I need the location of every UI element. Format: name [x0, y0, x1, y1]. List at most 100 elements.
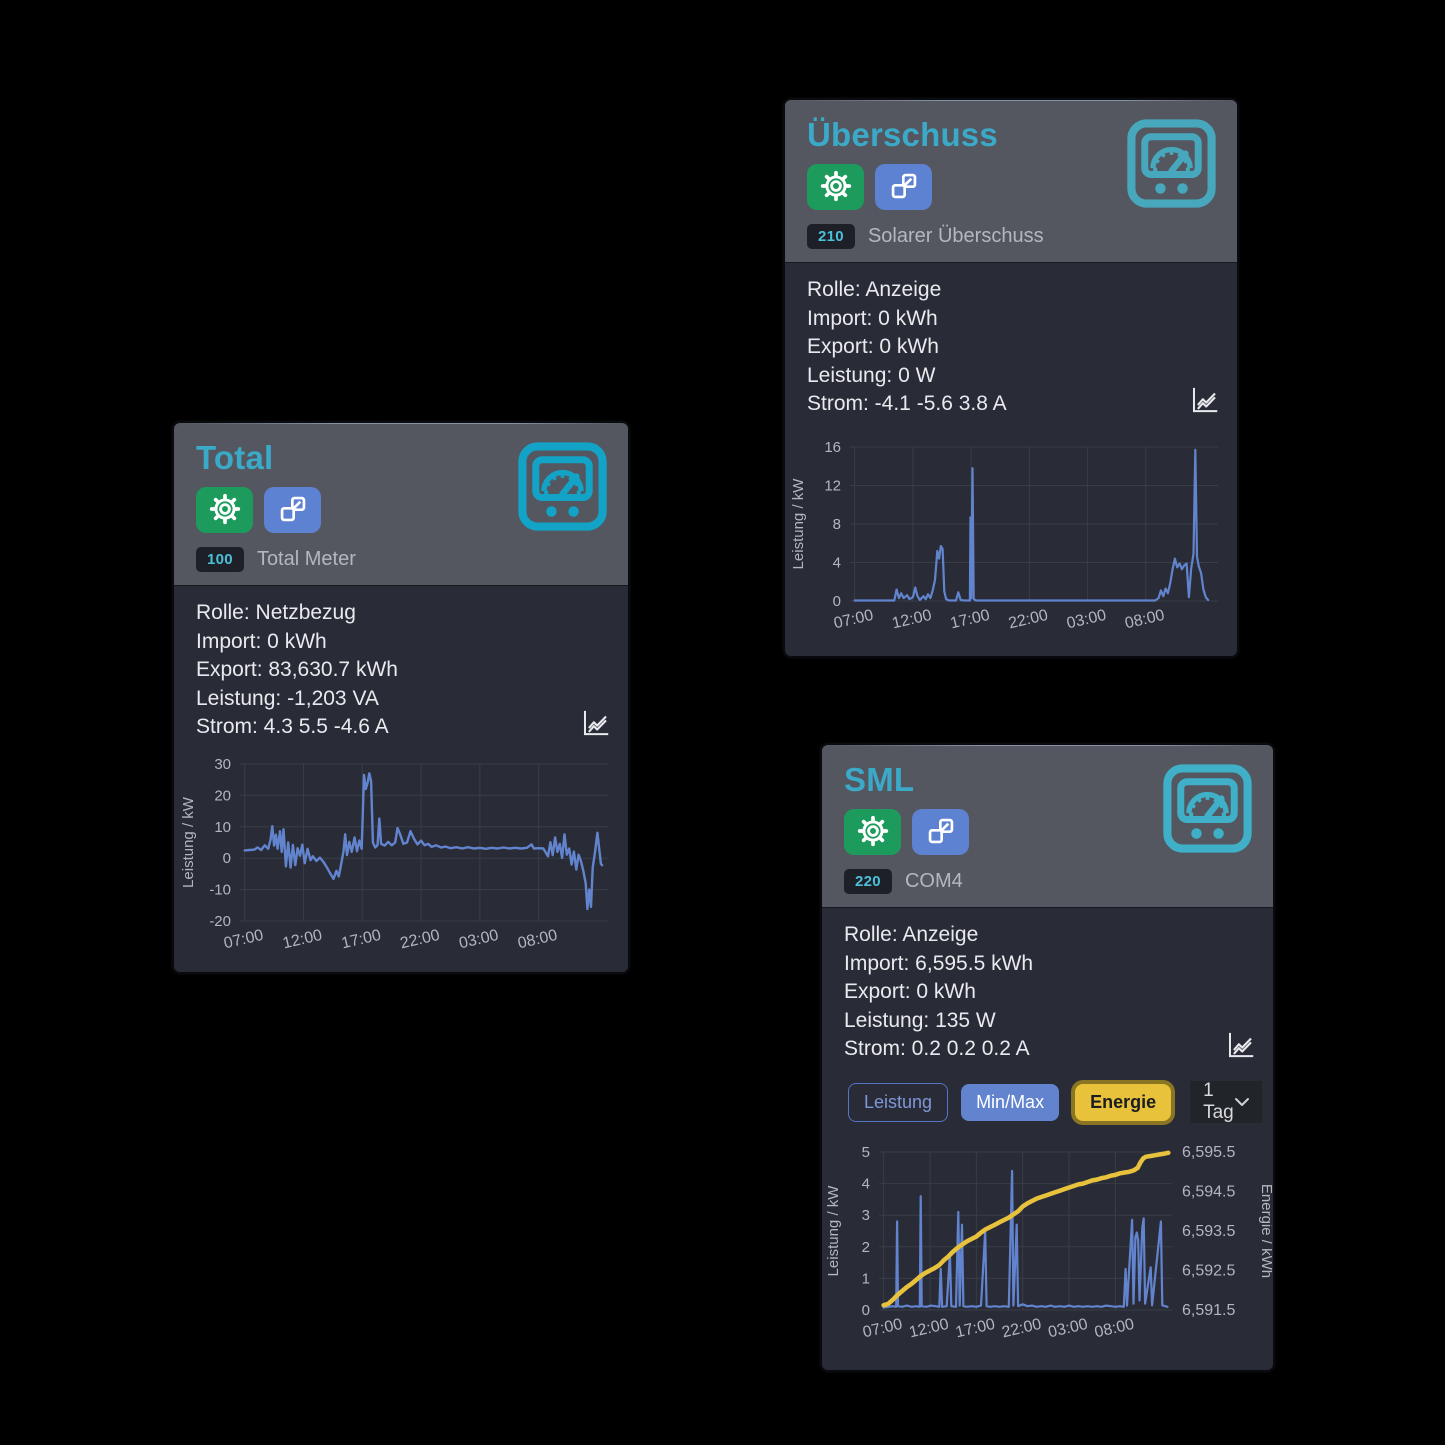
- stats-list: Rolle: Anzeige Import: 6,595.5 kWh Expor…: [822, 908, 1273, 1072]
- header-buttons: [196, 487, 606, 534]
- power-chart: -20 -10 0 10 20 30 07:00 12:00 17:00 22:00 03:00 08…: [180, 756, 608, 952]
- svg-text:07:00: 07:00: [222, 926, 265, 952]
- svg-text:30: 30: [214, 756, 231, 773]
- svg-text:12:00: 12:00: [281, 926, 324, 952]
- stat-export: Export: 0 kWh: [807, 335, 939, 358]
- chart-area: 0 1 2 3 4 5 6,591.5 6,592.5 6,593.5 6,594.5 6,595.…: [822, 1132, 1273, 1370]
- svg-text:20: 20: [214, 787, 231, 804]
- expand-button[interactable]: [875, 164, 932, 211]
- svg-text:-20: -20: [209, 913, 231, 930]
- card-title: SML: [844, 761, 915, 798]
- energie-button[interactable]: Energie: [1075, 1083, 1172, 1121]
- svg-text:16: 16: [824, 439, 841, 456]
- svg-text:22:00: 22:00: [1000, 1316, 1043, 1342]
- chart-area: -20 -10 0 10 20 30 07:00 12:00 17:00 22:00 03:00 08…: [174, 750, 628, 972]
- svg-text:07:00: 07:00: [832, 606, 875, 632]
- settings-button[interactable]: [844, 809, 901, 856]
- stat-rolle: Rolle: Anzeige: [844, 923, 979, 946]
- stat-rolle: Rolle: Netzbezug: [196, 601, 356, 624]
- svg-text:12: 12: [824, 477, 841, 494]
- power-chart: 0 4 8 12 16 07:00 12:00 17:00 22:00 03:00 08:00 Lei…: [790, 439, 1218, 632]
- meter-icon: [516, 440, 609, 533]
- device-id-badge: 100: [196, 547, 244, 573]
- settings-button[interactable]: [807, 164, 864, 211]
- svg-text:0: 0: [862, 1302, 870, 1319]
- card-sml: SML: [820, 743, 1275, 1372]
- svg-text:6,591.5: 6,591.5: [1182, 1302, 1235, 1319]
- svg-text:4: 4: [862, 1176, 870, 1193]
- svg-text:Leistung / kW: Leistung / kW: [790, 477, 807, 569]
- svg-text:08:00: 08:00: [1123, 606, 1166, 632]
- header-buttons: [807, 164, 1215, 211]
- minmax-button[interactable]: Min/Max: [961, 1083, 1060, 1121]
- expand-button[interactable]: [264, 487, 321, 534]
- history-chart-icon[interactable]: [1225, 1029, 1256, 1060]
- svg-text:17:00: 17:00: [949, 606, 992, 632]
- range-select-value: 1 Tag: [1203, 1080, 1234, 1123]
- card-header: Total: [174, 423, 628, 586]
- device-meta: 100 Total Meter: [196, 547, 606, 573]
- expand-icon: [277, 493, 309, 528]
- svg-text:6,594.5: 6,594.5: [1182, 1184, 1235, 1201]
- svg-text:6,592.5: 6,592.5: [1182, 1263, 1235, 1280]
- device-label: COM4: [904, 870, 963, 893]
- card-ueberschuss: Überschuss: [783, 98, 1239, 658]
- svg-text:0: 0: [223, 850, 231, 867]
- meter-icon: [1125, 117, 1218, 210]
- svg-text:4: 4: [833, 554, 841, 571]
- range-select[interactable]: 1 Tag: [1190, 1080, 1262, 1123]
- device-meta: 220 COM4: [844, 869, 1251, 895]
- svg-text:03:00: 03:00: [1065, 606, 1108, 632]
- stat-strom: Strom: -4.1 -5.6 3.8 A: [807, 392, 1007, 415]
- stat-leistung: Leistung: 135 W: [844, 1008, 996, 1032]
- leistung-button[interactable]: Leistung: [848, 1082, 949, 1122]
- stats-list: Rolle: Netzbezug Import: 0 kWh Export: 8…: [174, 586, 628, 750]
- svg-text:07:00: 07:00: [861, 1316, 904, 1342]
- svg-text:3: 3: [862, 1207, 870, 1224]
- svg-text:10: 10: [214, 818, 231, 835]
- svg-text:8: 8: [833, 516, 841, 533]
- svg-text:17:00: 17:00: [340, 926, 383, 952]
- svg-text:Leistung / kW: Leistung / kW: [180, 796, 197, 888]
- stat-import: Import: 0 kWh: [196, 629, 327, 653]
- stat-strom: Strom: 4.3 5.5 -4.6 A: [196, 715, 389, 738]
- svg-text:03:00: 03:00: [1047, 1316, 1090, 1342]
- card-header: Überschuss: [785, 100, 1237, 263]
- card-total: Total: [172, 421, 630, 974]
- svg-text:03:00: 03:00: [457, 926, 500, 952]
- card-header: SML: [822, 745, 1273, 908]
- stat-export: Export: 83,630.7 kWh: [196, 658, 398, 681]
- stat-strom: Strom: 0.2 0.2 0.2 A: [844, 1037, 1030, 1060]
- svg-text:6,595.5: 6,595.5: [1182, 1144, 1235, 1161]
- expand-icon: [925, 815, 957, 850]
- history-chart-icon[interactable]: [580, 707, 611, 738]
- settings-button[interactable]: [196, 487, 253, 534]
- svg-text:6,593.5: 6,593.5: [1182, 1223, 1235, 1240]
- svg-text:Energie / kWh: Energie / kWh: [1258, 1184, 1272, 1278]
- expand-button[interactable]: [912, 809, 969, 856]
- chart-mode-controls: Leistung Min/Max Energie 1 Tag: [822, 1072, 1273, 1132]
- svg-text:12:00: 12:00: [890, 606, 933, 632]
- stat-import: Import: 0 kWh: [807, 306, 938, 330]
- history-chart-icon[interactable]: [1189, 384, 1220, 415]
- power-energy-chart: 0 1 2 3 4 5 6,591.5 6,592.5 6,593.5 6,594.5 6,595.…: [825, 1144, 1272, 1342]
- gear-icon: [819, 169, 853, 206]
- chart-area: 0 4 8 12 16 07:00 12:00 17:00 22:00 03:00 08:00 Lei…: [785, 427, 1237, 656]
- stat-export: Export: 0 kWh: [844, 980, 976, 1003]
- meter-icon: [1161, 762, 1254, 855]
- svg-text:22:00: 22:00: [399, 926, 442, 952]
- svg-text:1: 1: [862, 1270, 870, 1287]
- device-label: Solarer Überschuss: [867, 225, 1044, 248]
- svg-text:08:00: 08:00: [516, 926, 559, 952]
- gear-icon: [208, 492, 242, 529]
- stat-leistung: Leistung: -1,203 VA: [196, 686, 379, 710]
- stats-list: Rolle: Anzeige Import: 0 kWh Export: 0 k…: [785, 263, 1237, 427]
- svg-text:-10: -10: [209, 881, 231, 898]
- svg-text:5: 5: [862, 1144, 870, 1161]
- chevron-down-icon: [1234, 1091, 1250, 1113]
- device-id-badge: 220: [844, 869, 892, 895]
- device-meta: 210 Solarer Überschuss: [807, 224, 1215, 250]
- card-title: Überschuss: [807, 116, 998, 153]
- svg-text:17:00: 17:00: [954, 1316, 997, 1342]
